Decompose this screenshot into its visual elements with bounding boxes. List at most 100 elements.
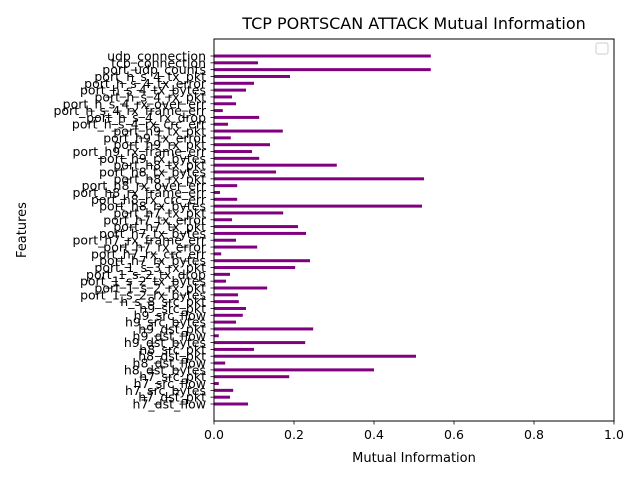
- y-tick-label-14: h9_src_pkt: [139, 301, 206, 316]
- y-tick-label-31: port_h8_rx_frame_err: [72, 185, 206, 200]
- x-tick-label-2: 0.4: [364, 427, 384, 442]
- bar-17: [214, 286, 268, 290]
- bar-51: [214, 54, 431, 58]
- y-tick-label-47: port_h_s_4_tx_error: [84, 76, 207, 91]
- y-tick-label-16: port_1_s_2_rx_bytes: [80, 287, 206, 302]
- y-tick-label-38: port_h9_rx_pkt: [113, 137, 206, 152]
- bar-45: [214, 95, 232, 99]
- y-tick-label-39: port_h9_tx_error: [103, 130, 207, 145]
- bar-3: [214, 382, 219, 386]
- bar-35: [214, 163, 337, 167]
- y-tick-label-21: port_h7_rx_bytes: [99, 253, 206, 268]
- y-tick-label-49: port_udp_counts: [102, 62, 206, 77]
- bar-28: [214, 211, 284, 215]
- y-axis-label: Features: [15, 202, 30, 258]
- bar-31: [214, 190, 220, 194]
- y-tick-label-6: h8_dst_flow: [133, 356, 206, 371]
- bar-30: [214, 197, 238, 201]
- y-tick-label-3: h7_src_flow: [134, 376, 206, 391]
- y-tick-label-4: h7_src_pkt: [139, 369, 206, 384]
- y-tick-label-0: h7_dst_flow: [133, 397, 206, 412]
- y-tick-label-32: port_h8_rx_over_err: [82, 178, 207, 193]
- y-tick-label-12: h9_src_bytes: [125, 315, 206, 330]
- x-axis-label: Mutual Information: [352, 451, 476, 466]
- y-ticks-group: h7_dst_flowh7_dst_pkth7_src_bytesh7_src_…: [53, 49, 214, 412]
- bar-44: [214, 102, 236, 106]
- bar-39: [214, 136, 231, 140]
- y-tick-label-43: port_h_s_4_rx_frame_err: [53, 103, 206, 118]
- x-ticks-group: 0.0 0.2 0.4 0.6 0.8 1.0: [204, 421, 624, 442]
- bar-14: [214, 306, 246, 310]
- x-tick-label-5: 1.0: [604, 427, 624, 442]
- y-tick-label-27: port_h7_tx_error: [103, 212, 207, 227]
- y-tick-label-2: h7_src_bytes: [125, 383, 206, 398]
- bar-40: [214, 129, 283, 133]
- bar-10: [214, 334, 219, 338]
- y-tick-label-8: h8_src_pkt: [139, 342, 206, 357]
- y-tick-label-50: tcp_connection: [111, 55, 206, 70]
- bar-22: [214, 252, 222, 256]
- bar-48: [214, 74, 290, 78]
- bar-11: [214, 327, 314, 331]
- bar-47: [214, 81, 254, 85]
- x-tick-label-0: 0.0: [204, 427, 224, 442]
- y-tick-label-29: port_h8_rx_bytes: [99, 199, 206, 214]
- bar-38: [214, 143, 270, 147]
- y-tick-label-11: h9_dst_pkt: [138, 321, 206, 336]
- bar-23: [214, 245, 258, 249]
- y-tick-label-44: port_h_s_4_rx_over_err: [63, 96, 207, 111]
- bar-16: [214, 293, 238, 297]
- y-tick-label-10: h9_dst_flow: [133, 328, 206, 343]
- x-tick-label-3: 0.6: [444, 427, 464, 442]
- y-tick-label-51: udp_connection: [107, 49, 206, 64]
- y-tick-label-18: port_1_s_2_tx_bytes: [80, 274, 206, 289]
- bar-13: [214, 313, 243, 317]
- bar-37: [214, 150, 252, 154]
- bar-6: [214, 361, 226, 365]
- bar-1: [214, 395, 230, 399]
- bar-41: [214, 122, 228, 126]
- y-tick-label-45: port_h_s_4_rx_pkt: [94, 89, 206, 104]
- bar-25: [214, 231, 306, 235]
- bar-49: [214, 68, 431, 72]
- bar-29: [214, 204, 422, 208]
- y-tick-label-34: port_h8_tx_bytes: [99, 165, 206, 180]
- bar-43: [214, 109, 223, 113]
- y-tick-label-1: h7_dst_pkt: [138, 390, 206, 405]
- y-tick-label-28: port_h7_tx_pkt: [113, 205, 206, 220]
- y-tick-label-33: port_h8_rx_pkt: [113, 171, 206, 186]
- bar-42: [214, 115, 260, 119]
- y-tick-label-37: port_h9_rx_frame_err: [72, 144, 206, 159]
- bar-24: [214, 238, 236, 242]
- y-tick-label-35: port_h8_tx_pkt: [113, 158, 206, 173]
- y-tick-label-46: port_h_s_4_tx_bytes: [80, 83, 206, 98]
- bar-20: [214, 266, 296, 270]
- y-tick-label-48: port_h_s_4_tx_pkt: [94, 69, 206, 84]
- y-tick-label-15: h_s_8_src_pkt: [120, 294, 206, 309]
- y-tick-label-9: h9_dst_bytes: [124, 335, 206, 350]
- plot-frame: [213, 38, 615, 422]
- bar-26: [214, 225, 298, 229]
- bar-18: [214, 279, 226, 283]
- bar-5: [214, 368, 374, 372]
- y-tick-label-23: port_h7_rx_error: [103, 240, 207, 255]
- legend-box: [595, 42, 609, 55]
- x-tick-label-1: 0.2: [284, 427, 304, 442]
- bar-27: [214, 218, 232, 222]
- y-tick-label-13: h9_src_flow: [134, 308, 206, 323]
- bar-34: [214, 170, 276, 174]
- bar-9: [214, 341, 306, 345]
- y-tick-label-24: port_h7_rx_frame_err: [72, 233, 206, 248]
- y-tick-label-25: port_h7_tx_bytes: [99, 226, 206, 241]
- y-tick-label-30: port_h8_rx_crc_err: [91, 192, 207, 207]
- y-tick-label-7: h8_dst_pkt: [138, 349, 206, 364]
- y-tick-label-36: port_h9_rx_bytes: [99, 151, 206, 166]
- bar-4: [214, 375, 290, 379]
- chart-title: TCP PORTSCAN ATTACK Mutual Information: [241, 14, 586, 33]
- y-tick-label-17: port_1_s_2_rx_pkt: [94, 281, 206, 296]
- bar-7: [214, 354, 416, 358]
- bar-46: [214, 88, 246, 92]
- y-tick-label-41: port_h_s_4_rx_crc_err: [72, 117, 207, 132]
- bar-2: [214, 388, 234, 392]
